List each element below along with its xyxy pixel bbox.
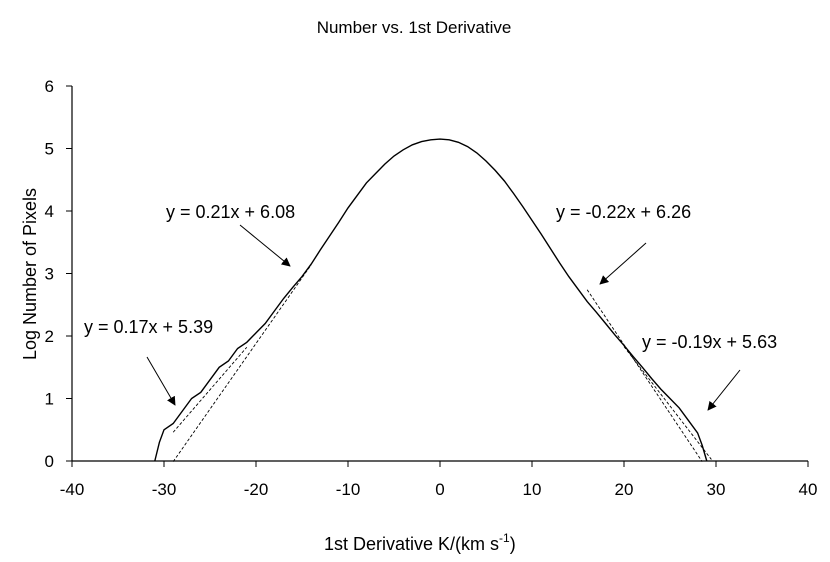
series-line [154, 138, 708, 462]
fit-line [172, 346, 248, 433]
x-axis-label-end: ) [510, 534, 516, 554]
x-tick-label: -30 [152, 480, 177, 499]
fit-label-left-upper: y = 0.21x + 6.08 [166, 202, 295, 222]
x-tick-label: -10 [336, 480, 361, 499]
fit-label-right-lower: y = -0.19x + 5.63 [642, 332, 777, 352]
arrow-right-lower [707, 369, 741, 411]
x-axis-label-main: 1st Derivative K/(km s [324, 534, 499, 554]
x-tick-label: -40 [60, 480, 85, 499]
x-axis-label-superscript: -1 [499, 531, 510, 545]
fit-label-right-upper: y = -0.22x + 6.26 [556, 202, 691, 222]
x-tick-label: 10 [523, 480, 542, 499]
arrow-right-upper [599, 242, 647, 285]
x-tick-label: 40 [799, 480, 818, 499]
y-tick-label: 1 [45, 390, 54, 409]
x-tick-label: 30 [707, 480, 726, 499]
y-tick-label: 5 [45, 140, 54, 159]
x-tick-label: 0 [435, 480, 444, 499]
fit-label-left-lower: y = 0.17x + 5.39 [84, 317, 213, 337]
y-tick-label: 0 [45, 452, 54, 471]
x-tick-label: 20 [615, 480, 634, 499]
arrow-left-upper [239, 224, 291, 267]
fit-line [586, 289, 703, 462]
y-axis-label: Log Number of Pixels [20, 188, 40, 360]
fit-line [623, 346, 712, 460]
y-tick-label: 3 [45, 265, 54, 284]
fit-line [172, 264, 312, 462]
y-tick-label: 4 [45, 202, 54, 221]
chart-title: Number vs. 1st Derivative [317, 18, 512, 37]
x-tick-label: -20 [244, 480, 269, 499]
arrow-left-lower [146, 356, 176, 406]
x-axis-label: 1st Derivative K/(km s-1) [324, 531, 516, 554]
y-tick-label: 6 [45, 77, 54, 96]
y-tick-label: 2 [45, 327, 54, 346]
